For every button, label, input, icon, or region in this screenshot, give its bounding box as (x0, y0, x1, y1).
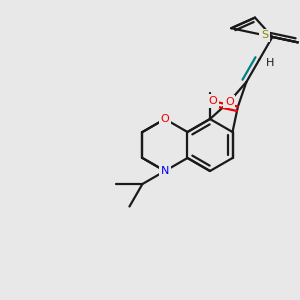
Text: N: N (161, 166, 169, 176)
Text: H: H (266, 58, 274, 68)
Text: S: S (261, 30, 268, 40)
Text: O: O (208, 96, 217, 106)
Text: O: O (160, 114, 169, 124)
Text: O: O (225, 97, 234, 106)
